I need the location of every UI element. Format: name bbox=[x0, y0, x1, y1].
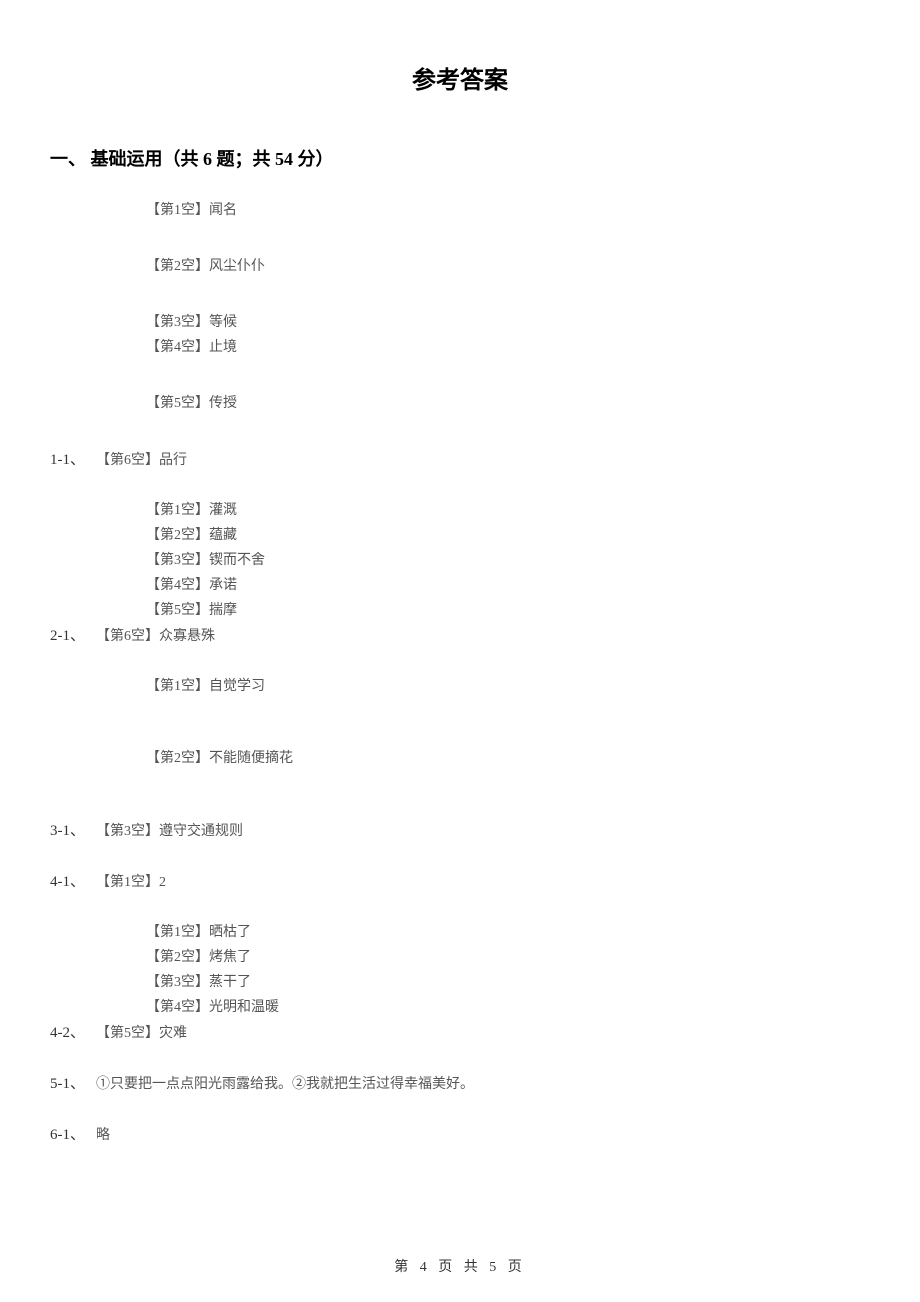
page-footer: 第 4 页 共 5 页 bbox=[0, 1256, 920, 1276]
answer-text: 【第6空】众寡悬殊 bbox=[96, 625, 215, 645]
section-number: 一、 bbox=[50, 149, 86, 169]
question-number-6-1: 6-1、 bbox=[50, 1123, 96, 1144]
question-number-1-1: 1-1、 bbox=[50, 448, 96, 469]
answer-text: 【第2空】烤焦了 bbox=[50, 946, 870, 966]
answer-text: 【第2空】风尘仆仆 bbox=[50, 255, 870, 275]
question-number-row: 2-1、 【第6空】众寡悬殊 bbox=[50, 624, 870, 645]
question-number-4-2: 4-2、 bbox=[50, 1021, 96, 1042]
question-4-2-block: 【第1空】晒枯了 【第2空】烤焦了 【第3空】蒸干了 【第4空】光明和温暖 4-… bbox=[50, 921, 870, 1042]
answer-text: 略 bbox=[96, 1124, 110, 1144]
question-number-5-1: 5-1、 bbox=[50, 1072, 96, 1093]
question-2-block: 【第1空】灌溉 【第2空】蕴藏 【第3空】锲而不舍 【第4空】承诺 【第5空】揣… bbox=[50, 499, 870, 645]
question-3-block: 【第1空】自觉学习 【第2空】不能随便摘花 3-1、 【第3空】遵守交通规则 bbox=[50, 675, 870, 840]
answer-text: 【第6空】品行 bbox=[96, 449, 187, 469]
question-4-1-block: 4-1、 【第1空】2 bbox=[50, 870, 870, 891]
answer-text: 【第1空】自觉学习 bbox=[50, 675, 870, 695]
question-number-4-1: 4-1、 bbox=[50, 870, 96, 891]
question-number-row: 3-1、 【第3空】遵守交通规则 bbox=[50, 819, 870, 840]
answer-text: ①只要把一点点阳光雨露给我。②我就把生活过得幸福美好。 bbox=[96, 1073, 474, 1093]
answer-text: 【第1空】晒枯了 bbox=[50, 921, 870, 941]
question-6-block: 6-1、 略 bbox=[50, 1123, 870, 1144]
answer-text: 【第4空】光明和温暖 bbox=[50, 996, 870, 1016]
answer-text: 【第3空】蒸干了 bbox=[50, 971, 870, 991]
document-page: 参考答案 一、 基础运用（共 6 题；共 54 分） 【第1空】闻名 【第2空】… bbox=[0, 0, 920, 1302]
section-label: 基础运用（共 6 题；共 54 分） bbox=[91, 149, 334, 169]
page-title: 参考答案 bbox=[50, 60, 870, 95]
answer-text: 【第5空】传授 bbox=[50, 392, 870, 412]
section-header: 一、 基础运用（共 6 题；共 54 分） bbox=[50, 145, 870, 171]
question-number-2-1: 2-1、 bbox=[50, 624, 96, 645]
answer-text: 【第1空】闻名 bbox=[50, 199, 870, 219]
question-1-block: 【第1空】闻名 【第2空】风尘仆仆 【第3空】等候 【第4空】止境 【第5空】传… bbox=[50, 199, 870, 469]
answer-text: 【第4空】承诺 bbox=[50, 574, 870, 594]
question-number-3-1: 3-1、 bbox=[50, 819, 96, 840]
answer-text: 【第2空】不能随便摘花 bbox=[50, 747, 870, 767]
question-number-row: 1-1、 【第6空】品行 bbox=[50, 448, 870, 469]
answer-text: 【第2空】蕴藏 bbox=[50, 524, 870, 544]
answer-text: 【第3空】等候 bbox=[50, 311, 870, 331]
answer-text: 【第3空】遵守交通规则 bbox=[96, 820, 243, 840]
answer-text: 【第5空】揣摩 bbox=[50, 599, 870, 619]
answer-text: 【第4空】止境 bbox=[50, 336, 870, 356]
question-5-block: 5-1、 ①只要把一点点阳光雨露给我。②我就把生活过得幸福美好。 bbox=[50, 1072, 870, 1093]
question-number-row: 4-2、 【第5空】灾难 bbox=[50, 1021, 870, 1042]
question-number-row: 4-1、 【第1空】2 bbox=[50, 870, 870, 891]
answer-text: 【第1空】2 bbox=[96, 871, 166, 891]
answer-text: 【第3空】锲而不舍 bbox=[50, 549, 870, 569]
answer-text: 【第1空】灌溉 bbox=[50, 499, 870, 519]
question-number-row: 6-1、 略 bbox=[50, 1123, 870, 1144]
answer-text: 【第5空】灾难 bbox=[96, 1022, 187, 1042]
question-number-row: 5-1、 ①只要把一点点阳光雨露给我。②我就把生活过得幸福美好。 bbox=[50, 1072, 870, 1093]
